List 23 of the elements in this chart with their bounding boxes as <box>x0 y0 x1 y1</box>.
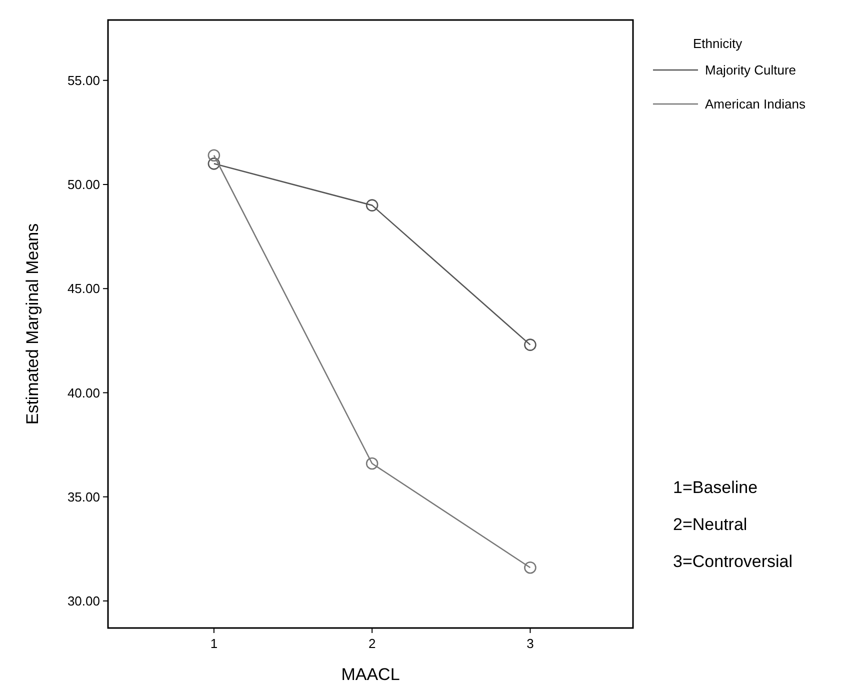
text: 3=Controversial <box>673 552 793 571</box>
point <box>208 158 220 170</box>
y-tick-label: 30.00 <box>67 593 100 608</box>
y-tick-label: 40.00 <box>67 385 100 400</box>
point <box>366 457 378 470</box>
y-tick-label: 35.00 <box>67 489 100 504</box>
legend-label: American Indians <box>705 96 806 112</box>
y-tick-label: 45.00 <box>67 281 100 296</box>
text: 1=Baseline <box>673 478 758 497</box>
point <box>524 338 536 351</box>
x-tick-label: 1 <box>210 636 218 651</box>
x-tick-label: 2 <box>368 636 376 651</box>
legend-label: Majority Culture <box>705 62 796 78</box>
y-tick-label: 50.00 <box>67 177 100 192</box>
text: 2=Neutral <box>673 515 748 534</box>
y-axis-title: Estimated Marginal Means <box>23 223 42 425</box>
point <box>366 199 378 212</box>
point <box>524 561 536 574</box>
x-tick-label: 3 <box>526 636 534 651</box>
legend-title: Ethnicity <box>693 36 743 51</box>
point <box>208 149 220 162</box>
x-axis-title: MAACL <box>341 665 400 684</box>
y-tick-label: 55.00 <box>67 72 100 88</box>
